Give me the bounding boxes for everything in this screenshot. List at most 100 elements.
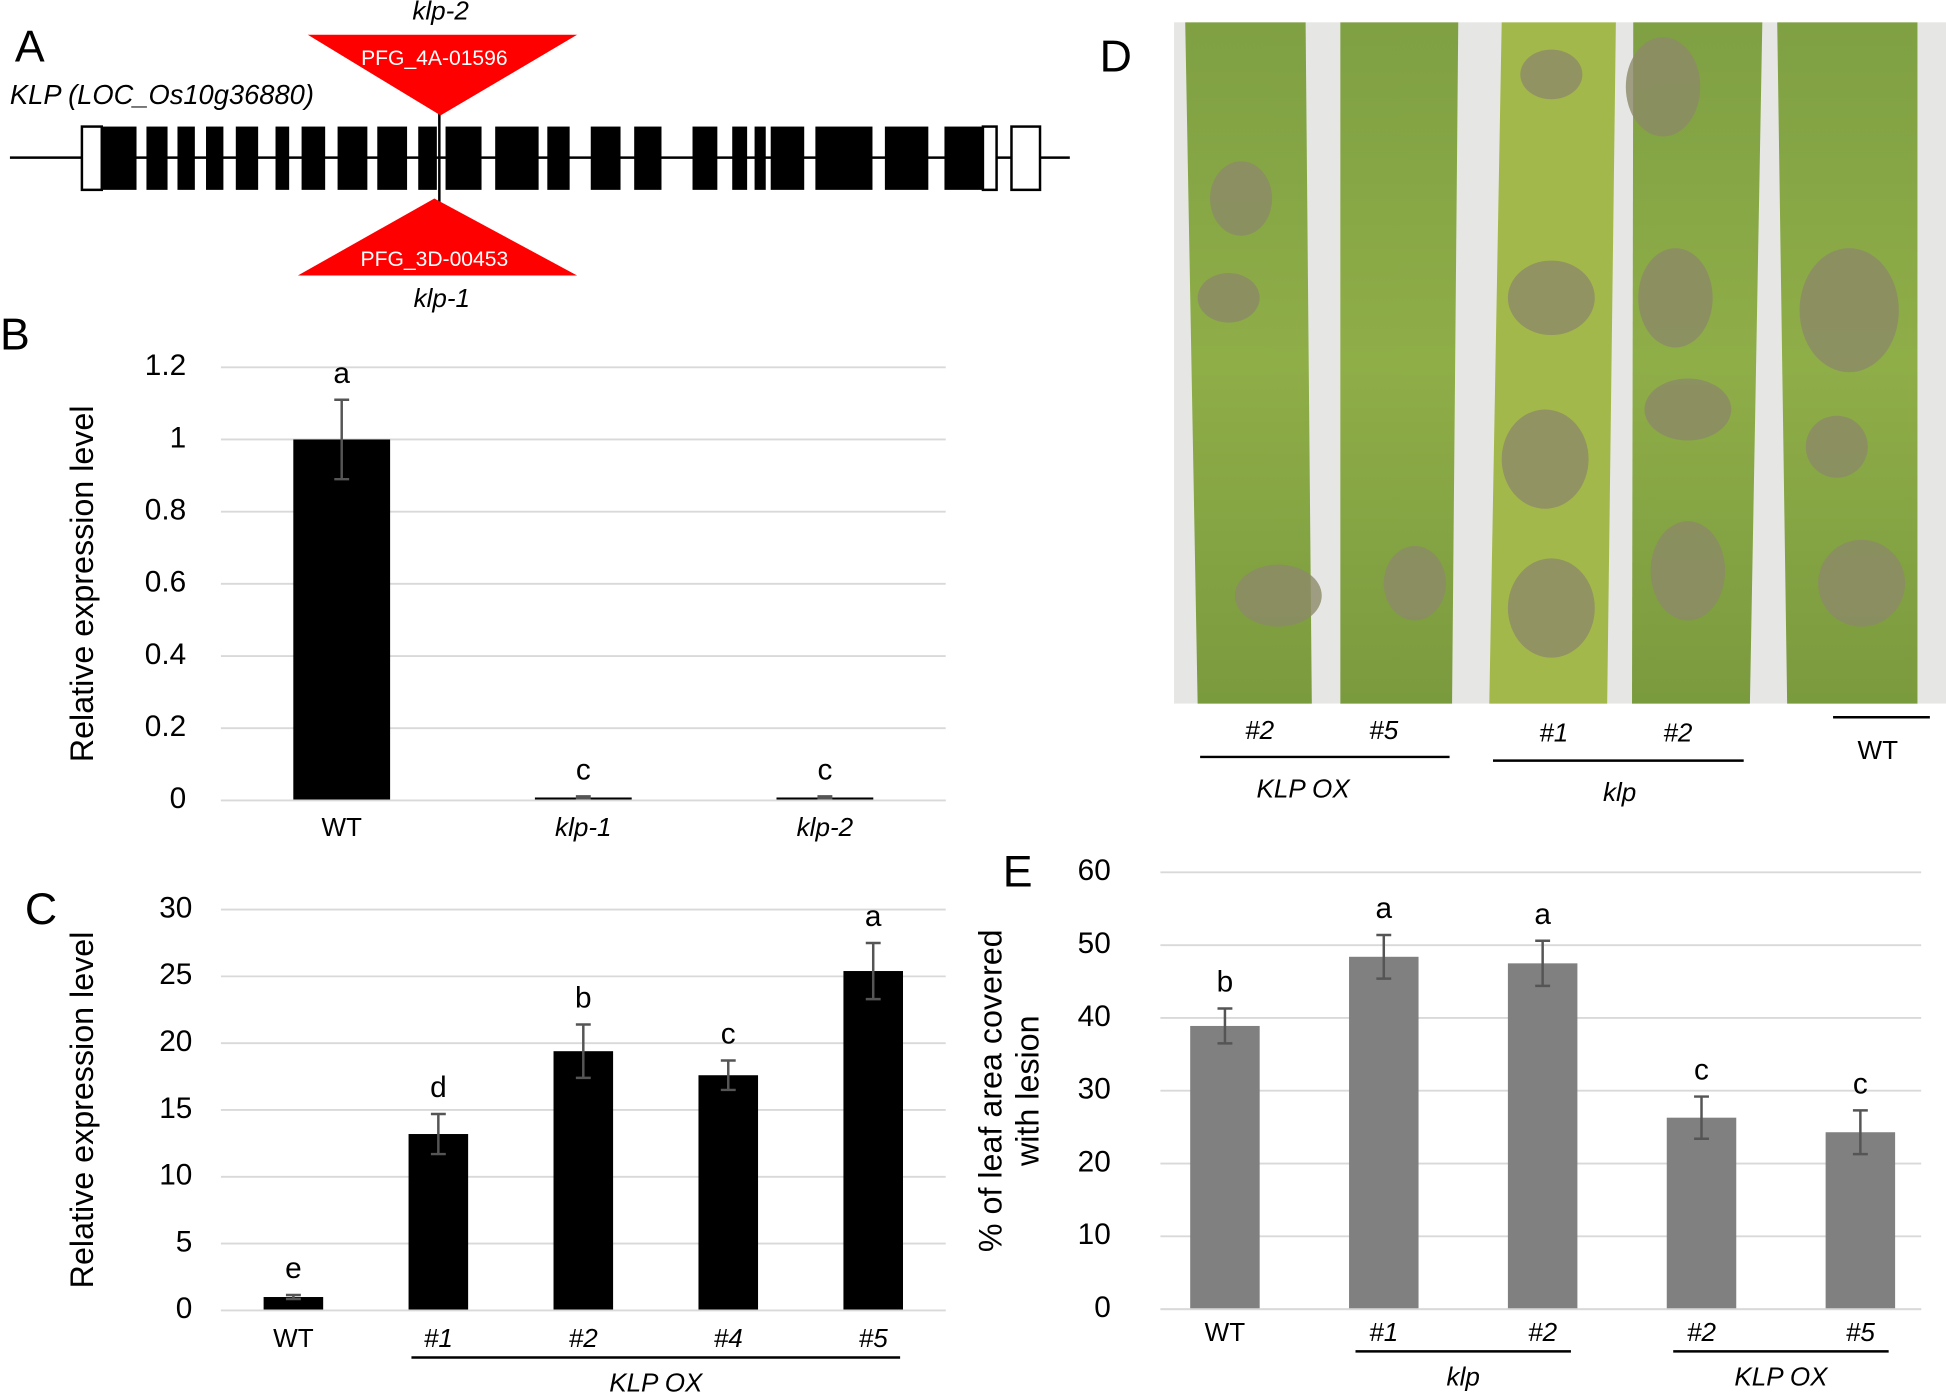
significance-letter: e	[285, 1252, 302, 1285]
line-label: #2	[1663, 717, 1692, 747]
y-tick-label: 1.2	[145, 349, 186, 382]
bar	[293, 439, 391, 801]
group-label: klp	[1603, 777, 1636, 807]
x-tick-label: klp-2	[797, 812, 854, 842]
bar	[263, 1297, 324, 1311]
lesion	[1650, 521, 1726, 621]
significance-letter: c	[721, 1018, 736, 1051]
gene-diagram: A KLP (LOC_Os10g36880) PFG_4A-01596 klp-…	[9, 0, 1070, 313]
panel-label: E	[1003, 848, 1033, 897]
error-bar	[285, 1293, 301, 1301]
y-tick-label: 0.8	[145, 494, 186, 527]
bar	[408, 1134, 469, 1311]
significance-letter: c	[817, 753, 832, 786]
error-bar	[430, 1112, 446, 1156]
y-tick-label: 0.2	[145, 710, 186, 743]
lesion	[1210, 161, 1273, 236]
line-label: #2	[1245, 715, 1274, 745]
bar	[1825, 1132, 1896, 1310]
x-tick-label: WT	[273, 1323, 314, 1353]
error-bar	[817, 795, 833, 800]
y-tick-label: 20	[159, 1025, 192, 1058]
significance-letter: c	[576, 753, 591, 786]
allele-label: klp-1	[414, 283, 470, 313]
utr	[1010, 125, 1042, 192]
lesion	[1625, 37, 1701, 137]
significance-letter: b	[1217, 966, 1234, 999]
error-bar	[1694, 1095, 1709, 1141]
significance-letter: c	[1853, 1067, 1868, 1100]
exon	[944, 126, 983, 190]
exon	[495, 126, 539, 190]
exon	[206, 126, 224, 190]
exon	[275, 126, 290, 190]
group-label: klp	[1447, 1362, 1480, 1392]
y-tick-label: 25	[159, 958, 192, 991]
exon	[754, 126, 766, 190]
lesion	[1383, 545, 1446, 621]
leaves	[1185, 22, 1918, 704]
bar	[1666, 1117, 1737, 1310]
x-tick-label: #1	[424, 1323, 453, 1353]
lesion	[1638, 248, 1713, 348]
y-tick-label: 15	[159, 1092, 192, 1125]
y-axis-title: with lesion	[1010, 1015, 1046, 1167]
gene-name: KLP (LOC_Os10g36880)	[10, 79, 314, 110]
panel-label: A	[15, 22, 45, 71]
significance-letter: b	[575, 982, 592, 1015]
y-tick-label: 30	[159, 891, 192, 924]
x-tick-label: #4	[714, 1323, 743, 1353]
error-bar	[1217, 1007, 1233, 1045]
insertion-line-id: PFG_4A-01596	[361, 47, 507, 70]
group-label: WT	[1857, 735, 1898, 765]
panel-label: C	[25, 885, 57, 934]
error-bar	[720, 1059, 736, 1092]
bar	[843, 971, 904, 1311]
exon	[590, 126, 621, 190]
significance-letter: c	[1694, 1054, 1709, 1087]
allele-label: klp-2	[412, 0, 469, 25]
lesion	[1520, 49, 1583, 100]
y-axis-title: % of leaf area covered	[972, 929, 1008, 1252]
significance-letter: d	[430, 1071, 447, 1104]
group-label: KLP OX	[1257, 773, 1352, 803]
x-tick-label: #2	[569, 1323, 598, 1353]
y-tick-label: 5	[176, 1225, 193, 1258]
error-bar	[1852, 1109, 1868, 1156]
exon	[732, 126, 748, 190]
group-label: KLP OX	[609, 1368, 704, 1396]
lesion	[1818, 539, 1906, 627]
x-tick-label: #1	[1369, 1317, 1398, 1347]
exons	[80, 125, 1042, 192]
leaf-photo-panel: D #2 #5 KLP OX #1 #2 klp WT	[1100, 22, 1946, 807]
y-tick-label: 0	[1094, 1291, 1111, 1324]
lesion	[1234, 564, 1322, 627]
exon	[634, 126, 662, 190]
bar	[1349, 956, 1419, 1310]
exon	[337, 126, 368, 190]
x-tick-label: klp-1	[555, 812, 611, 842]
y-axis-title: Relative expression level	[64, 932, 100, 1289]
y-tick-label: 50	[1078, 927, 1111, 960]
utr	[80, 125, 104, 192]
exon	[146, 126, 168, 190]
lesion	[1644, 378, 1732, 441]
insertion-line-id: PFG_3D-00453	[361, 248, 509, 271]
utr	[981, 125, 998, 192]
x-tick-label: #2	[1528, 1317, 1557, 1347]
lesion	[1197, 272, 1260, 323]
significance-letter: a	[1376, 892, 1393, 925]
error-bar	[575, 795, 591, 800]
significance-letter: a	[1534, 898, 1551, 931]
y-tick-label: 40	[1078, 1000, 1111, 1033]
y-tick-label: 60	[1078, 854, 1111, 887]
y-axis-title: Relative expression level	[64, 405, 100, 762]
lesion	[1501, 409, 1589, 509]
bar	[1190, 1025, 1260, 1310]
lesion	[1799, 248, 1899, 373]
y-tick-label: 10	[1078, 1218, 1111, 1251]
exon	[235, 126, 259, 190]
y-tick-label: 1	[170, 421, 187, 454]
y-tick-label: 0	[170, 782, 187, 815]
exon	[770, 126, 805, 190]
